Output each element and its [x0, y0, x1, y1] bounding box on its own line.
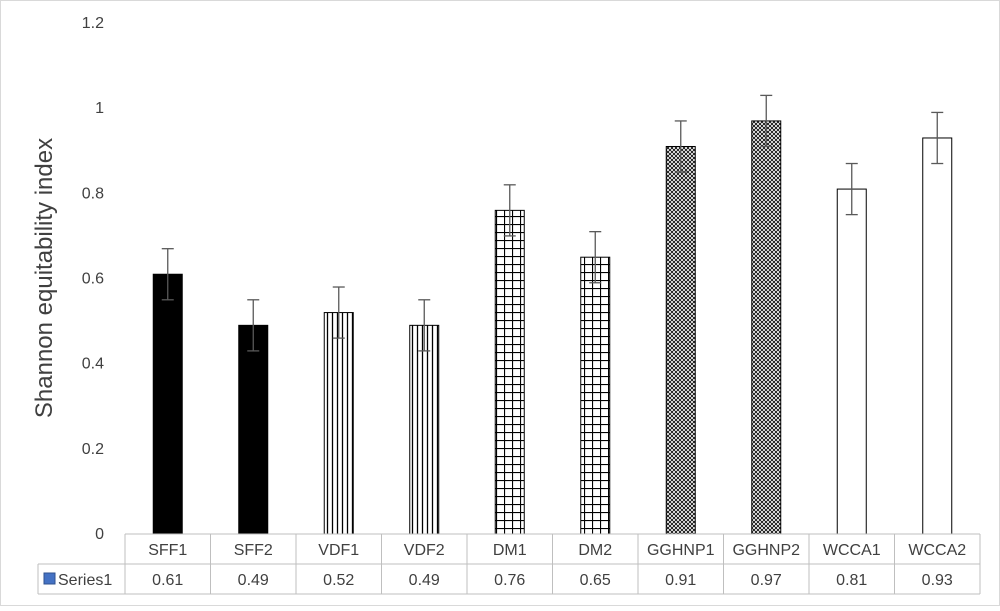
value-label: 0.97 — [751, 572, 782, 589]
value-label: 0.61 — [152, 572, 183, 589]
category-label: DM1 — [493, 542, 527, 559]
error-bar — [845, 162, 858, 216]
bar-vdf1 — [323, 312, 354, 535]
error-bar — [503, 184, 516, 237]
y-tick-label: 0 — [95, 526, 104, 543]
bar-wcca2 — [922, 137, 953, 535]
y-tick-label: 0.6 — [82, 271, 104, 288]
y-tick-label: 0.2 — [82, 441, 104, 458]
error-bar — [247, 299, 260, 352]
category-label: DM2 — [578, 542, 612, 559]
bar-dm1 — [494, 209, 525, 535]
category-label: WCCA1 — [823, 542, 881, 559]
value-label: 0.81 — [836, 572, 867, 589]
value-label: 0.91 — [665, 572, 696, 589]
error-bar — [931, 111, 944, 165]
category-label: GGHNP1 — [647, 542, 715, 559]
value-label: 0.49 — [238, 572, 269, 589]
y-axis-ticks: 0 0.2 0.4 0.6 0.8 1 1.2 — [82, 15, 104, 543]
error-bar — [161, 248, 174, 301]
error-bar — [589, 231, 602, 284]
value-label: 0.65 — [580, 572, 611, 589]
value-label: 0.76 — [494, 572, 525, 589]
bar-gghnp2 — [751, 120, 782, 535]
error-bar — [418, 299, 431, 352]
error-bar — [332, 286, 345, 339]
bar-vdf2 — [409, 324, 440, 535]
bar-sff2 — [238, 324, 269, 535]
bar-sff1 — [152, 273, 183, 535]
category-label: SFF2 — [234, 542, 273, 559]
bars — [152, 120, 953, 535]
data-table: SFF1 0.61 SFF2 0.49 VDF1 0.52 VDF2 0.49 DM1 0.76 D… — [37, 533, 981, 595]
series-name: Series1 — [58, 572, 112, 589]
category-label: VDF1 — [318, 542, 359, 559]
category-label: GGHNP2 — [732, 542, 800, 559]
category-label: VDF2 — [404, 542, 445, 559]
bar-wcca1 — [836, 188, 867, 535]
bar-gghnp1 — [665, 145, 696, 535]
y-tick-label: 1 — [95, 100, 104, 117]
y-tick-label: 0.4 — [82, 356, 104, 373]
value-label: 0.49 — [409, 572, 440, 589]
error-bars — [161, 94, 944, 352]
value-label: 0.52 — [323, 572, 354, 589]
error-bar — [760, 94, 773, 148]
category-label: SFF1 — [148, 542, 187, 559]
value-label: 0.93 — [922, 572, 953, 589]
error-bar — [674, 120, 687, 173]
legend-key — [43, 572, 56, 585]
category-label: WCCA2 — [908, 542, 966, 559]
y-tick-label: 1.2 — [82, 15, 104, 32]
bar-dm2 — [580, 256, 611, 535]
y-axis-label: Shannon equitability index — [31, 138, 58, 418]
y-tick-label: 0.8 — [82, 185, 104, 202]
